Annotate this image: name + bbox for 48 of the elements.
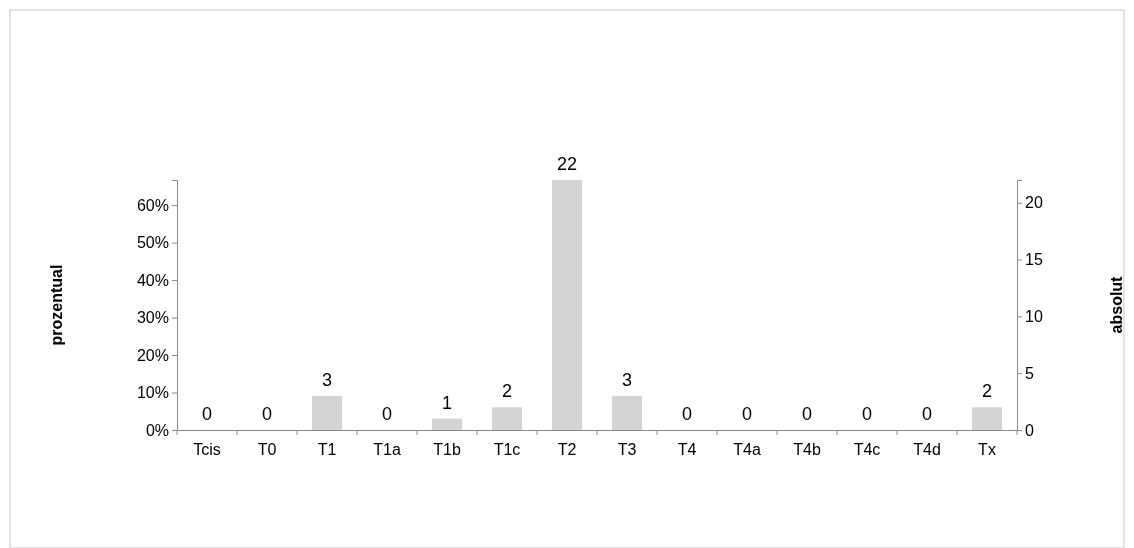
y-tick-label: 0% <box>145 421 169 439</box>
bar <box>492 407 522 430</box>
x-tick-label: Tx <box>978 441 996 459</box>
data-label: 0 <box>381 404 393 424</box>
y2-tick-label: 15 <box>1025 251 1043 269</box>
y2-axis-title: absolut <box>1108 275 1125 334</box>
x-tick-label: T0 <box>257 441 277 459</box>
data-label: 3 <box>321 369 333 390</box>
data-label: 0 <box>861 404 873 424</box>
data-label: 0 <box>681 404 693 424</box>
y-tick-label: 10% <box>136 384 169 402</box>
x-tick-label: T4b <box>793 441 821 459</box>
x-tick-label: T4c <box>853 441 881 459</box>
data-label: 0 <box>201 404 213 424</box>
y-tick-label: 60% <box>136 196 169 214</box>
y-tick-label: 40% <box>136 271 169 289</box>
x-tick-label: T4d <box>913 441 941 459</box>
data-label: 0 <box>921 404 933 424</box>
data-label: 1 <box>441 392 453 413</box>
bar <box>552 180 582 430</box>
data-label: 0 <box>261 404 273 424</box>
x-tick-label: T1b <box>433 441 461 459</box>
x-tick-label: T3 <box>617 441 637 459</box>
x-tick-label: T1 <box>317 441 337 459</box>
bar <box>612 395 642 430</box>
x-tick-label: T4 <box>677 441 697 459</box>
y-axis-title: prozentual <box>48 264 65 346</box>
x-tick-label: T1a <box>373 441 401 459</box>
data-label: 0 <box>801 404 813 424</box>
data-label: 22 <box>556 154 578 174</box>
x-tick-label: T4a <box>733 441 761 459</box>
y2-tick-label: 20 <box>1025 194 1043 212</box>
x-tick-label: Tcis <box>193 441 221 459</box>
bar <box>312 395 342 430</box>
data-label: 2 <box>501 381 513 402</box>
bar <box>432 418 462 430</box>
y-tick-label: 20% <box>136 346 169 364</box>
x-tick-label: T2 <box>557 441 577 459</box>
y-tick-label: 50% <box>136 234 169 252</box>
y2-tick-label: 10 <box>1025 307 1043 325</box>
bar <box>972 407 1002 430</box>
y2-tick-label: 5 <box>1025 364 1034 382</box>
data-label: 2 <box>981 381 993 402</box>
data-label: 0 <box>741 404 753 424</box>
y2-tick-label: 0 <box>1025 421 1034 439</box>
data-label: 3 <box>621 369 633 390</box>
y-tick-label: 30% <box>136 309 169 327</box>
x-tick-label: T1c <box>493 441 521 459</box>
